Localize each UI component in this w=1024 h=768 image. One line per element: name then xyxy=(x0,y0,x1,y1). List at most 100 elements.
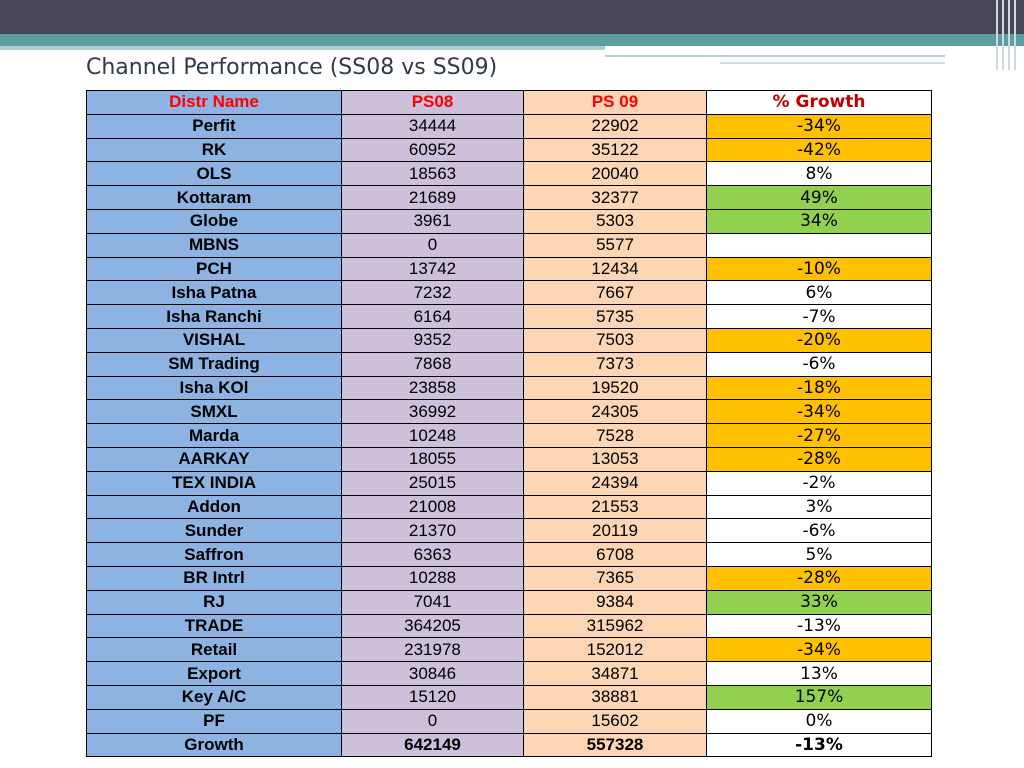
cell-ps09: 9384 xyxy=(523,589,707,615)
cell-ps08: 10288 xyxy=(341,565,524,591)
cell-ps09: 152012 xyxy=(523,637,707,663)
cell-growth xyxy=(706,232,932,258)
table-header-row: Distr Name PS08 PS 09 % Growth xyxy=(86,90,932,115)
cell-ps09: 7528 xyxy=(523,423,707,448)
cell-growth: 8% xyxy=(706,161,932,187)
table-row: Isha KOl 23858 19520 -18% xyxy=(86,375,932,401)
cell-distr-name: Isha Ranchi xyxy=(86,304,342,329)
cell-ps08: 21370 xyxy=(341,518,524,544)
cell-ps09: 315962 xyxy=(523,613,707,639)
total-ps09: 557328 xyxy=(523,732,707,758)
cell-ps09: 34871 xyxy=(523,661,707,686)
table-row: PCH 13742 12434 -10% xyxy=(86,256,932,282)
cell-ps09: 38881 xyxy=(523,684,707,710)
cell-ps08: 9352 xyxy=(341,327,524,353)
table-row: Isha Ranchi 6164 5735 -7% xyxy=(86,304,932,329)
total-growth: -13% xyxy=(706,732,932,758)
cell-growth: -27% xyxy=(706,423,932,448)
cell-ps09: 22902 xyxy=(523,113,707,139)
cell-growth: 6% xyxy=(706,280,932,306)
table-row: RK 60952 35122 -42% xyxy=(86,137,932,163)
cell-distr-name: Key A/C xyxy=(86,684,342,710)
cell-distr-name: Export xyxy=(86,661,342,686)
table-body: Perfit 34444 22902 -34% RK 60952 35122 -42% OLS 1… xyxy=(86,113,932,734)
cell-growth: 157% xyxy=(706,684,932,710)
cell-ps09: 20040 xyxy=(523,161,707,187)
cell-ps09: 7373 xyxy=(523,351,707,377)
cell-ps08: 6164 xyxy=(341,304,524,329)
table-row: TEX INDIA 25015 24394 -2% xyxy=(86,470,932,496)
cell-ps08: 18055 xyxy=(341,446,524,472)
cell-ps08: 0 xyxy=(341,708,524,734)
cell-distr-name: Kottaram xyxy=(86,185,342,210)
cell-growth: -20% xyxy=(706,327,932,353)
cell-ps08: 231978 xyxy=(341,637,524,663)
cell-ps08: 60952 xyxy=(341,137,524,163)
table-row: PF 0 15602 0% xyxy=(86,708,932,734)
cell-growth: 33% xyxy=(706,589,932,615)
cell-ps09: 24305 xyxy=(523,399,707,425)
cell-distr-name: VISHAL xyxy=(86,327,342,353)
cell-growth: -34% xyxy=(706,113,932,139)
cell-ps08: 15120 xyxy=(341,684,524,710)
cell-distr-name: Sunder xyxy=(86,518,342,544)
table-row: AARKAY 18055 13053 -28% xyxy=(86,446,932,472)
cell-ps08: 7868 xyxy=(341,351,524,377)
cell-growth: -34% xyxy=(706,637,932,663)
header-band xyxy=(0,0,1024,34)
cell-distr-name: Isha KOl xyxy=(86,375,342,401)
cell-ps08: 21008 xyxy=(341,494,524,520)
cell-growth: 0% xyxy=(706,708,932,734)
cell-ps08: 6363 xyxy=(341,542,524,567)
page-title: Channel Performance (SS08 vs SS09) xyxy=(86,55,498,80)
table-row: Addon 21008 21553 3% xyxy=(86,494,932,520)
column-header-ps08: PS08 xyxy=(341,90,524,115)
table-total-row: Growth 642149 557328 -13% xyxy=(86,732,932,758)
column-header-distr-name: Distr Name xyxy=(86,90,342,115)
cell-ps08: 7041 xyxy=(341,589,524,615)
cell-ps08: 3961 xyxy=(341,208,524,234)
cell-growth: -2% xyxy=(706,470,932,496)
table-row: Key A/C 15120 38881 157% xyxy=(86,684,932,710)
table-row: Globe 3961 5303 34% xyxy=(86,208,932,234)
table-row: Sunder 21370 20119 -6% xyxy=(86,518,932,544)
cell-ps09: 5577 xyxy=(523,232,707,258)
header-accent-line xyxy=(605,55,945,57)
column-header-growth: % Growth xyxy=(706,90,932,115)
cell-ps08: 21689 xyxy=(341,185,524,210)
table-row: TRADE 364205 315962 -13% xyxy=(86,613,932,639)
table-row: MBNS 0 5577 xyxy=(86,232,932,258)
cell-growth: 3% xyxy=(706,494,932,520)
total-ps08: 642149 xyxy=(341,732,524,758)
table-row: Kottaram 21689 32377 49% xyxy=(86,185,932,210)
cell-distr-name: TEX INDIA xyxy=(86,470,342,496)
cell-growth: -42% xyxy=(706,137,932,163)
cell-distr-name: RK xyxy=(86,137,342,163)
cell-distr-name: Retail xyxy=(86,637,342,663)
table-row: BR Intrl 10288 7365 -28% xyxy=(86,565,932,591)
cell-ps08: 13742 xyxy=(341,256,524,282)
cell-ps09: 12434 xyxy=(523,256,707,282)
cell-growth: -6% xyxy=(706,351,932,377)
cell-growth: 49% xyxy=(706,185,932,210)
cell-growth: 34% xyxy=(706,208,932,234)
cell-growth: 13% xyxy=(706,661,932,686)
header-accent-line xyxy=(720,62,945,64)
table-row: SM Trading 7868 7373 -6% xyxy=(86,351,932,377)
cell-growth: 5% xyxy=(706,542,932,567)
cell-distr-name: Isha Patna xyxy=(86,280,342,306)
cell-growth: -28% xyxy=(706,565,932,591)
table-row: RJ 7041 9384 33% xyxy=(86,589,932,615)
cell-ps08: 25015 xyxy=(341,470,524,496)
header-accent-light xyxy=(0,46,605,50)
cell-distr-name: MBNS xyxy=(86,232,342,258)
cell-ps09: 24394 xyxy=(523,470,707,496)
header-accent-band xyxy=(0,34,1024,46)
column-header-ps09: PS 09 xyxy=(523,90,707,115)
cell-distr-name: BR Intrl xyxy=(86,565,342,591)
cell-ps08: 7232 xyxy=(341,280,524,306)
cell-ps09: 5735 xyxy=(523,304,707,329)
cell-distr-name: Perfit xyxy=(86,113,342,139)
cell-growth: -34% xyxy=(706,399,932,425)
table-row: Isha Patna 7232 7667 6% xyxy=(86,280,932,306)
